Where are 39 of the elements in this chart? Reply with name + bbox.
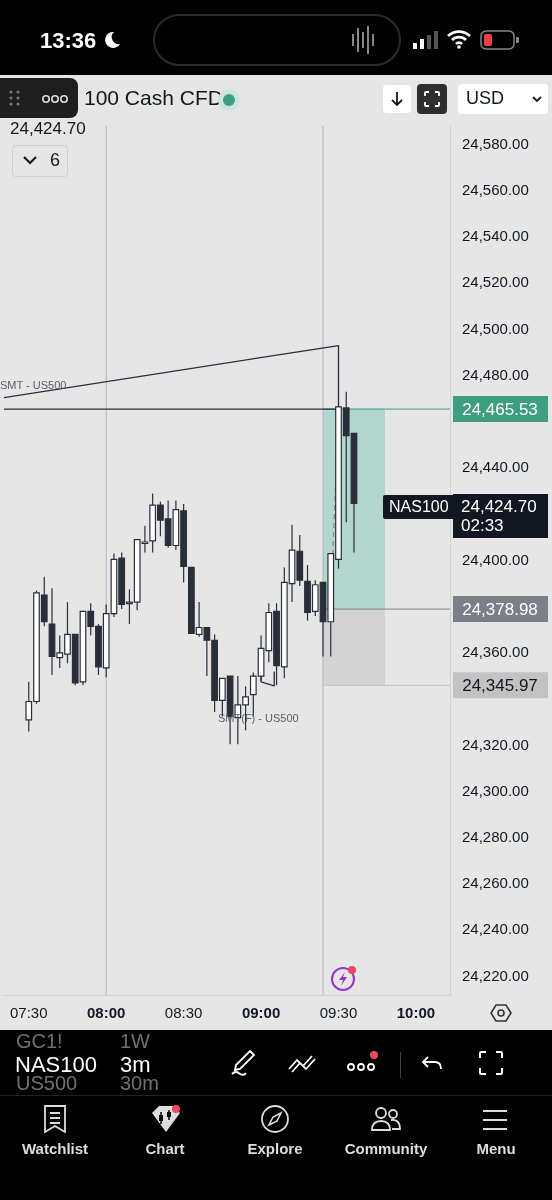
x-tick-label: 10:00 — [396, 1004, 436, 1022]
text: Menu — [475, 1140, 517, 1157]
y-tick-label: 24,220.00 — [462, 966, 529, 984]
annotation: SMT - US500 — [0, 379, 67, 391]
y-tick-label: 24,480.00 — [462, 365, 529, 383]
y-tick-label: 24,400.00 — [462, 550, 529, 568]
x-tick-label: 08:00 — [87, 1004, 126, 1022]
y-tick-label: 24,320.00 — [462, 735, 529, 753]
annotation: 6 — [50, 150, 61, 171]
ref-line-label: 24,345.97 — [462, 676, 538, 696]
text: 02:33 — [453, 516, 548, 538]
text: Watchlist — [20, 1140, 90, 1157]
x-tick-label: 09:00 — [241, 1004, 281, 1022]
text: 13:36 — [40, 28, 97, 54]
y-tick-label: 24,300.00 — [462, 781, 529, 799]
text: Community — [343, 1140, 429, 1157]
y-tick-label: 24,560.00 — [462, 180, 529, 198]
y-tick-label: 24,360.00 — [462, 643, 529, 661]
text: Explore — [246, 1140, 304, 1157]
y-tick-label: 24,440.00 — [462, 458, 529, 476]
y-tick-label: 24,240.00 — [462, 920, 529, 938]
ref-line-label: 24,378.98 — [462, 599, 538, 619]
y-tick-label: 24,520.00 — [462, 273, 529, 291]
chart-subtitle: 24,424.70 — [10, 119, 86, 139]
text: GC1! — [16, 1030, 63, 1053]
text: Chart — [144, 1140, 186, 1157]
text: USD — [466, 88, 505, 109]
text: 24,424.70 — [453, 494, 548, 516]
y-tick-label: 24,500.00 — [462, 319, 529, 337]
annotation: NAS100 — [383, 495, 455, 519]
text: 1W — [120, 1030, 150, 1053]
y-tick-label: 24,580.00 — [462, 134, 529, 152]
x-tick-label: 08:30 — [164, 1004, 203, 1022]
y-tick-label: 24,540.00 — [462, 227, 529, 245]
y-tick-label: 24,280.00 — [462, 827, 529, 845]
x-tick-label: 09:30 — [319, 1004, 358, 1022]
ref-line-label: 24,465.53 — [462, 399, 538, 419]
x-tick-label: 07:30 — [9, 1004, 48, 1022]
y-tick-label: 24,260.00 — [462, 874, 529, 892]
